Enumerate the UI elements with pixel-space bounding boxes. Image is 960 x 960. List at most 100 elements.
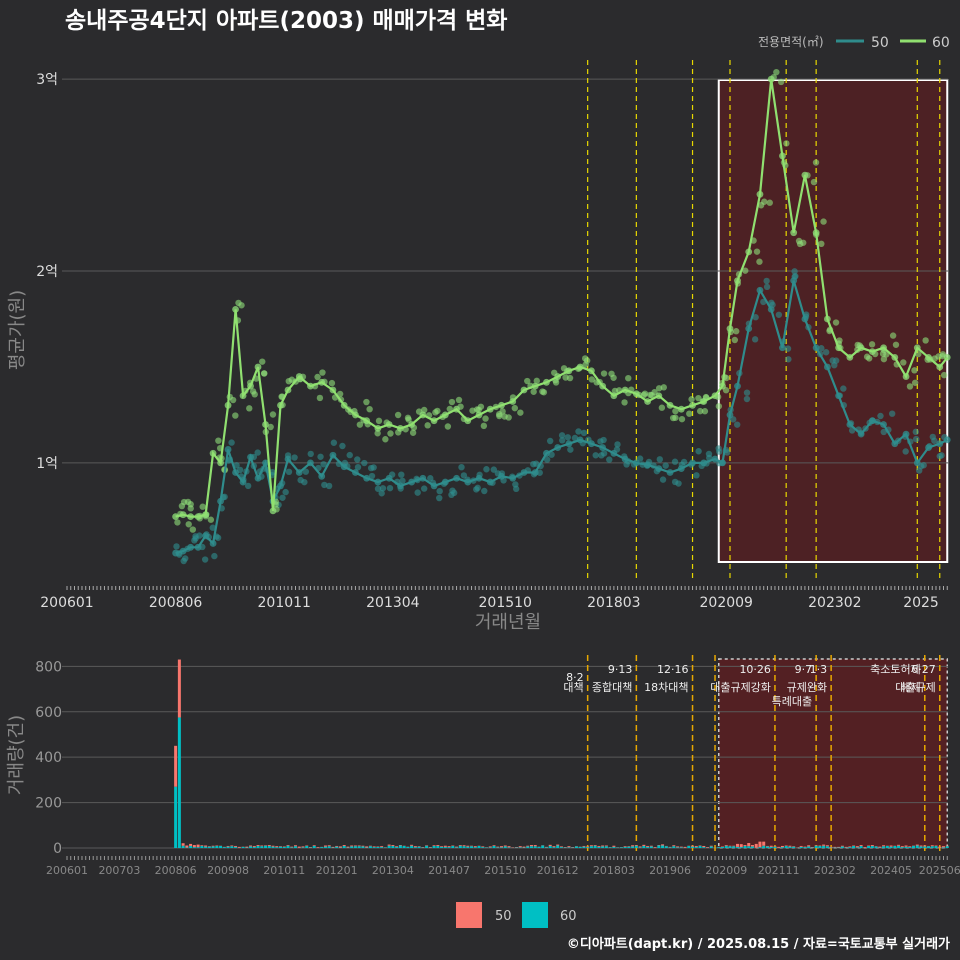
data-point-50: [297, 476, 304, 484]
data-point-50: [420, 485, 428, 492]
bar-60: [612, 846, 616, 848]
bar-50: [919, 845, 923, 847]
bar-60: [496, 847, 500, 848]
bar-50: [942, 846, 946, 848]
data-point-60: [540, 389, 548, 396]
bar-50: [492, 845, 496, 846]
bar-60: [672, 846, 676, 848]
bar-60: [432, 845, 436, 848]
bar-60: [372, 847, 376, 848]
data-point-60: [189, 526, 197, 533]
bar-60: [361, 846, 365, 848]
data-point-60: [761, 198, 768, 205]
bar-60: [676, 847, 680, 848]
policy-annotation-text: 해제: [901, 680, 921, 694]
data-point-50: [244, 482, 252, 490]
bar-50: [735, 843, 739, 847]
bar-y-tick-label: 800: [35, 659, 62, 675]
bar-60: [335, 846, 339, 848]
data-point-50: [476, 471, 483, 479]
data-point-50: [282, 488, 289, 496]
bar-60: [867, 845, 871, 848]
bar-50: [185, 845, 189, 848]
data-point-60: [336, 390, 344, 398]
bar-60: [312, 845, 316, 848]
data-point-50: [662, 462, 669, 469]
data-point-50: [374, 485, 382, 492]
data-point-50: [436, 494, 443, 502]
bar-60: [687, 845, 691, 848]
policy-annotation-date: 12·16: [657, 663, 689, 676]
policy-annotation-date: 10·26: [739, 663, 771, 676]
data-point-60: [688, 396, 695, 403]
bar-50: [556, 844, 560, 846]
bar-60: [290, 847, 294, 848]
bar-50: [346, 846, 350, 848]
bar-60: [230, 846, 234, 848]
bar-x-tick-label: 201906: [649, 864, 691, 877]
bar-legend-label-60: 60: [560, 909, 577, 924]
bar-60: [241, 846, 245, 848]
data-point-60: [387, 430, 394, 437]
data-point-60: [477, 403, 485, 410]
bar-50: [799, 845, 803, 847]
bar-50: [863, 847, 867, 848]
bar-50: [286, 845, 290, 846]
data-point-50: [695, 448, 702, 455]
bar-60: [649, 846, 653, 848]
series-line-60: [175, 79, 949, 518]
bar-60: [582, 846, 586, 848]
data-point-50: [791, 268, 798, 275]
bar-50: [825, 845, 829, 847]
data-point-50: [636, 455, 644, 462]
data-point-50: [671, 478, 679, 486]
bar-50: [455, 846, 459, 848]
x-tick-label: 202302: [808, 595, 861, 611]
bar-50: [548, 844, 552, 846]
y-tick-label: 3억: [36, 72, 58, 88]
data-point-60: [469, 407, 476, 414]
bar-50: [260, 845, 264, 847]
bar-60: [840, 846, 844, 848]
bar-60: [578, 846, 582, 848]
bar-x-tick-label: 201304: [372, 864, 414, 877]
bar-50: [769, 845, 773, 847]
bar-60: [792, 846, 796, 848]
bar-50: [829, 846, 833, 848]
data-point-60: [940, 371, 948, 379]
data-point-50: [912, 428, 919, 436]
data-point-60: [566, 374, 574, 382]
bar-x-tick-label: 200601: [46, 864, 88, 877]
bar-60: [249, 846, 253, 848]
legend-label-50: 50: [871, 35, 889, 51]
bar-50: [410, 844, 414, 846]
bar-50: [473, 846, 477, 848]
bar-x-tick-label: 202405: [870, 864, 912, 877]
bar-60: [885, 845, 889, 848]
bar-60: [548, 845, 552, 848]
data-point-60: [375, 417, 383, 425]
bar-50: [252, 845, 256, 847]
bar-60: [814, 845, 818, 848]
bar-50: [526, 845, 530, 847]
bar-50: [582, 845, 586, 847]
data-point-50: [715, 445, 722, 452]
data-point-60: [246, 405, 253, 412]
bar-60: [234, 846, 238, 848]
bar-50: [234, 845, 238, 847]
data-point-60: [640, 391, 648, 399]
data-point-50: [592, 452, 599, 459]
data-point-50: [386, 484, 394, 492]
bar-60: [870, 845, 874, 848]
bar-60: [533, 846, 537, 848]
highlight-box: [717, 79, 949, 563]
bar-x-tick-label: 201407: [428, 864, 470, 877]
data-point-50: [379, 485, 387, 492]
bar-60: [455, 847, 459, 848]
bar-60: [222, 847, 226, 848]
bar-60: [376, 846, 380, 848]
bar-50: [211, 845, 215, 847]
bar-50: [938, 846, 942, 848]
bar-50: [301, 846, 305, 848]
bar-60: [410, 845, 414, 848]
